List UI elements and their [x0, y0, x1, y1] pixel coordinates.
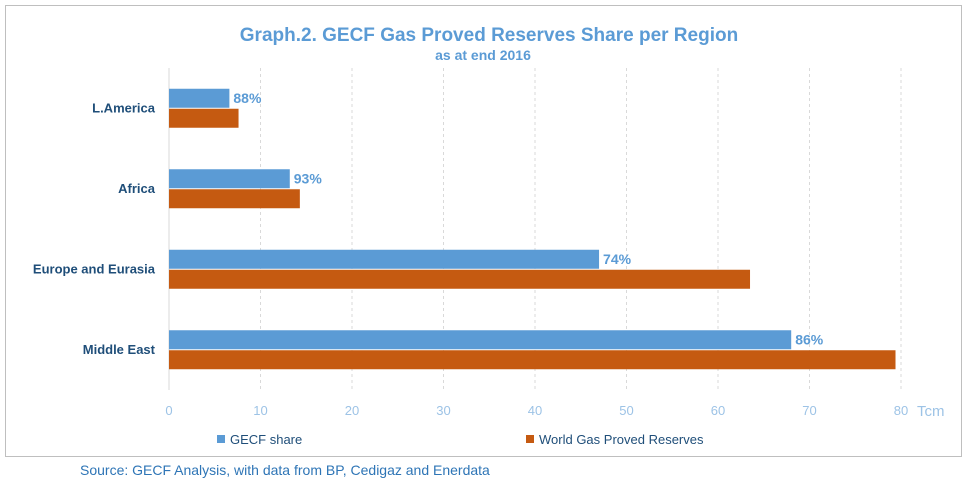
data-label: 74% — [603, 251, 632, 267]
chart-title: Graph.2. GECF Gas Proved Reserves Share … — [240, 25, 738, 46]
x-tick-label: 20 — [345, 403, 359, 418]
x-tick-label: 80 — [894, 403, 908, 418]
bars — [169, 88, 896, 370]
legend-label: World Gas Proved Reserves — [539, 432, 704, 447]
chart-frame: Graph.2. GECF Gas Proved Reserves Share … — [5, 5, 962, 457]
bar-world-reserves — [169, 350, 896, 370]
bar-gecf-share — [169, 330, 792, 350]
bar-chart: Graph.2. GECF Gas Proved Reserves Share … — [33, 25, 945, 447]
bar-world-reserves — [169, 189, 300, 209]
data-label: 88% — [233, 90, 262, 106]
x-tick-label: 70 — [802, 403, 816, 418]
bar-gecf-share — [169, 169, 290, 189]
legend-label: GECF share — [230, 432, 302, 447]
chart-subtitle: as at end 2016 — [435, 47, 531, 63]
x-tick-label: 30 — [436, 403, 450, 418]
x-tick-label: 40 — [528, 403, 542, 418]
data-label: 93% — [294, 170, 323, 186]
x-tick-label: 60 — [711, 403, 725, 418]
legend-swatch — [217, 435, 225, 443]
x-tick-label: 0 — [165, 403, 172, 418]
bar-gecf-share — [169, 249, 600, 269]
bar-gecf-share — [169, 88, 230, 108]
labels: 0 10 20 30 40 50 60 70 80 L.America 88% Africa 93% Eu… — [33, 90, 908, 418]
legend-swatch — [526, 435, 534, 443]
x-tick-label: 10 — [253, 403, 267, 418]
category-label: Africa — [118, 181, 156, 196]
x-axis-unit: Tcm — [917, 403, 945, 420]
source-note: Source: GECF Analysis, with data from BP… — [80, 462, 490, 478]
bar-world-reserves — [169, 269, 751, 289]
bar-world-reserves — [169, 108, 239, 128]
legend: GECF share World Gas Proved Reserves — [217, 432, 704, 447]
category-label: Europe and Eurasia — [33, 261, 156, 276]
data-label: 86% — [795, 331, 824, 347]
category-label: Middle East — [83, 342, 156, 357]
category-label: L.America — [92, 100, 156, 115]
x-tick-label: 50 — [619, 403, 633, 418]
